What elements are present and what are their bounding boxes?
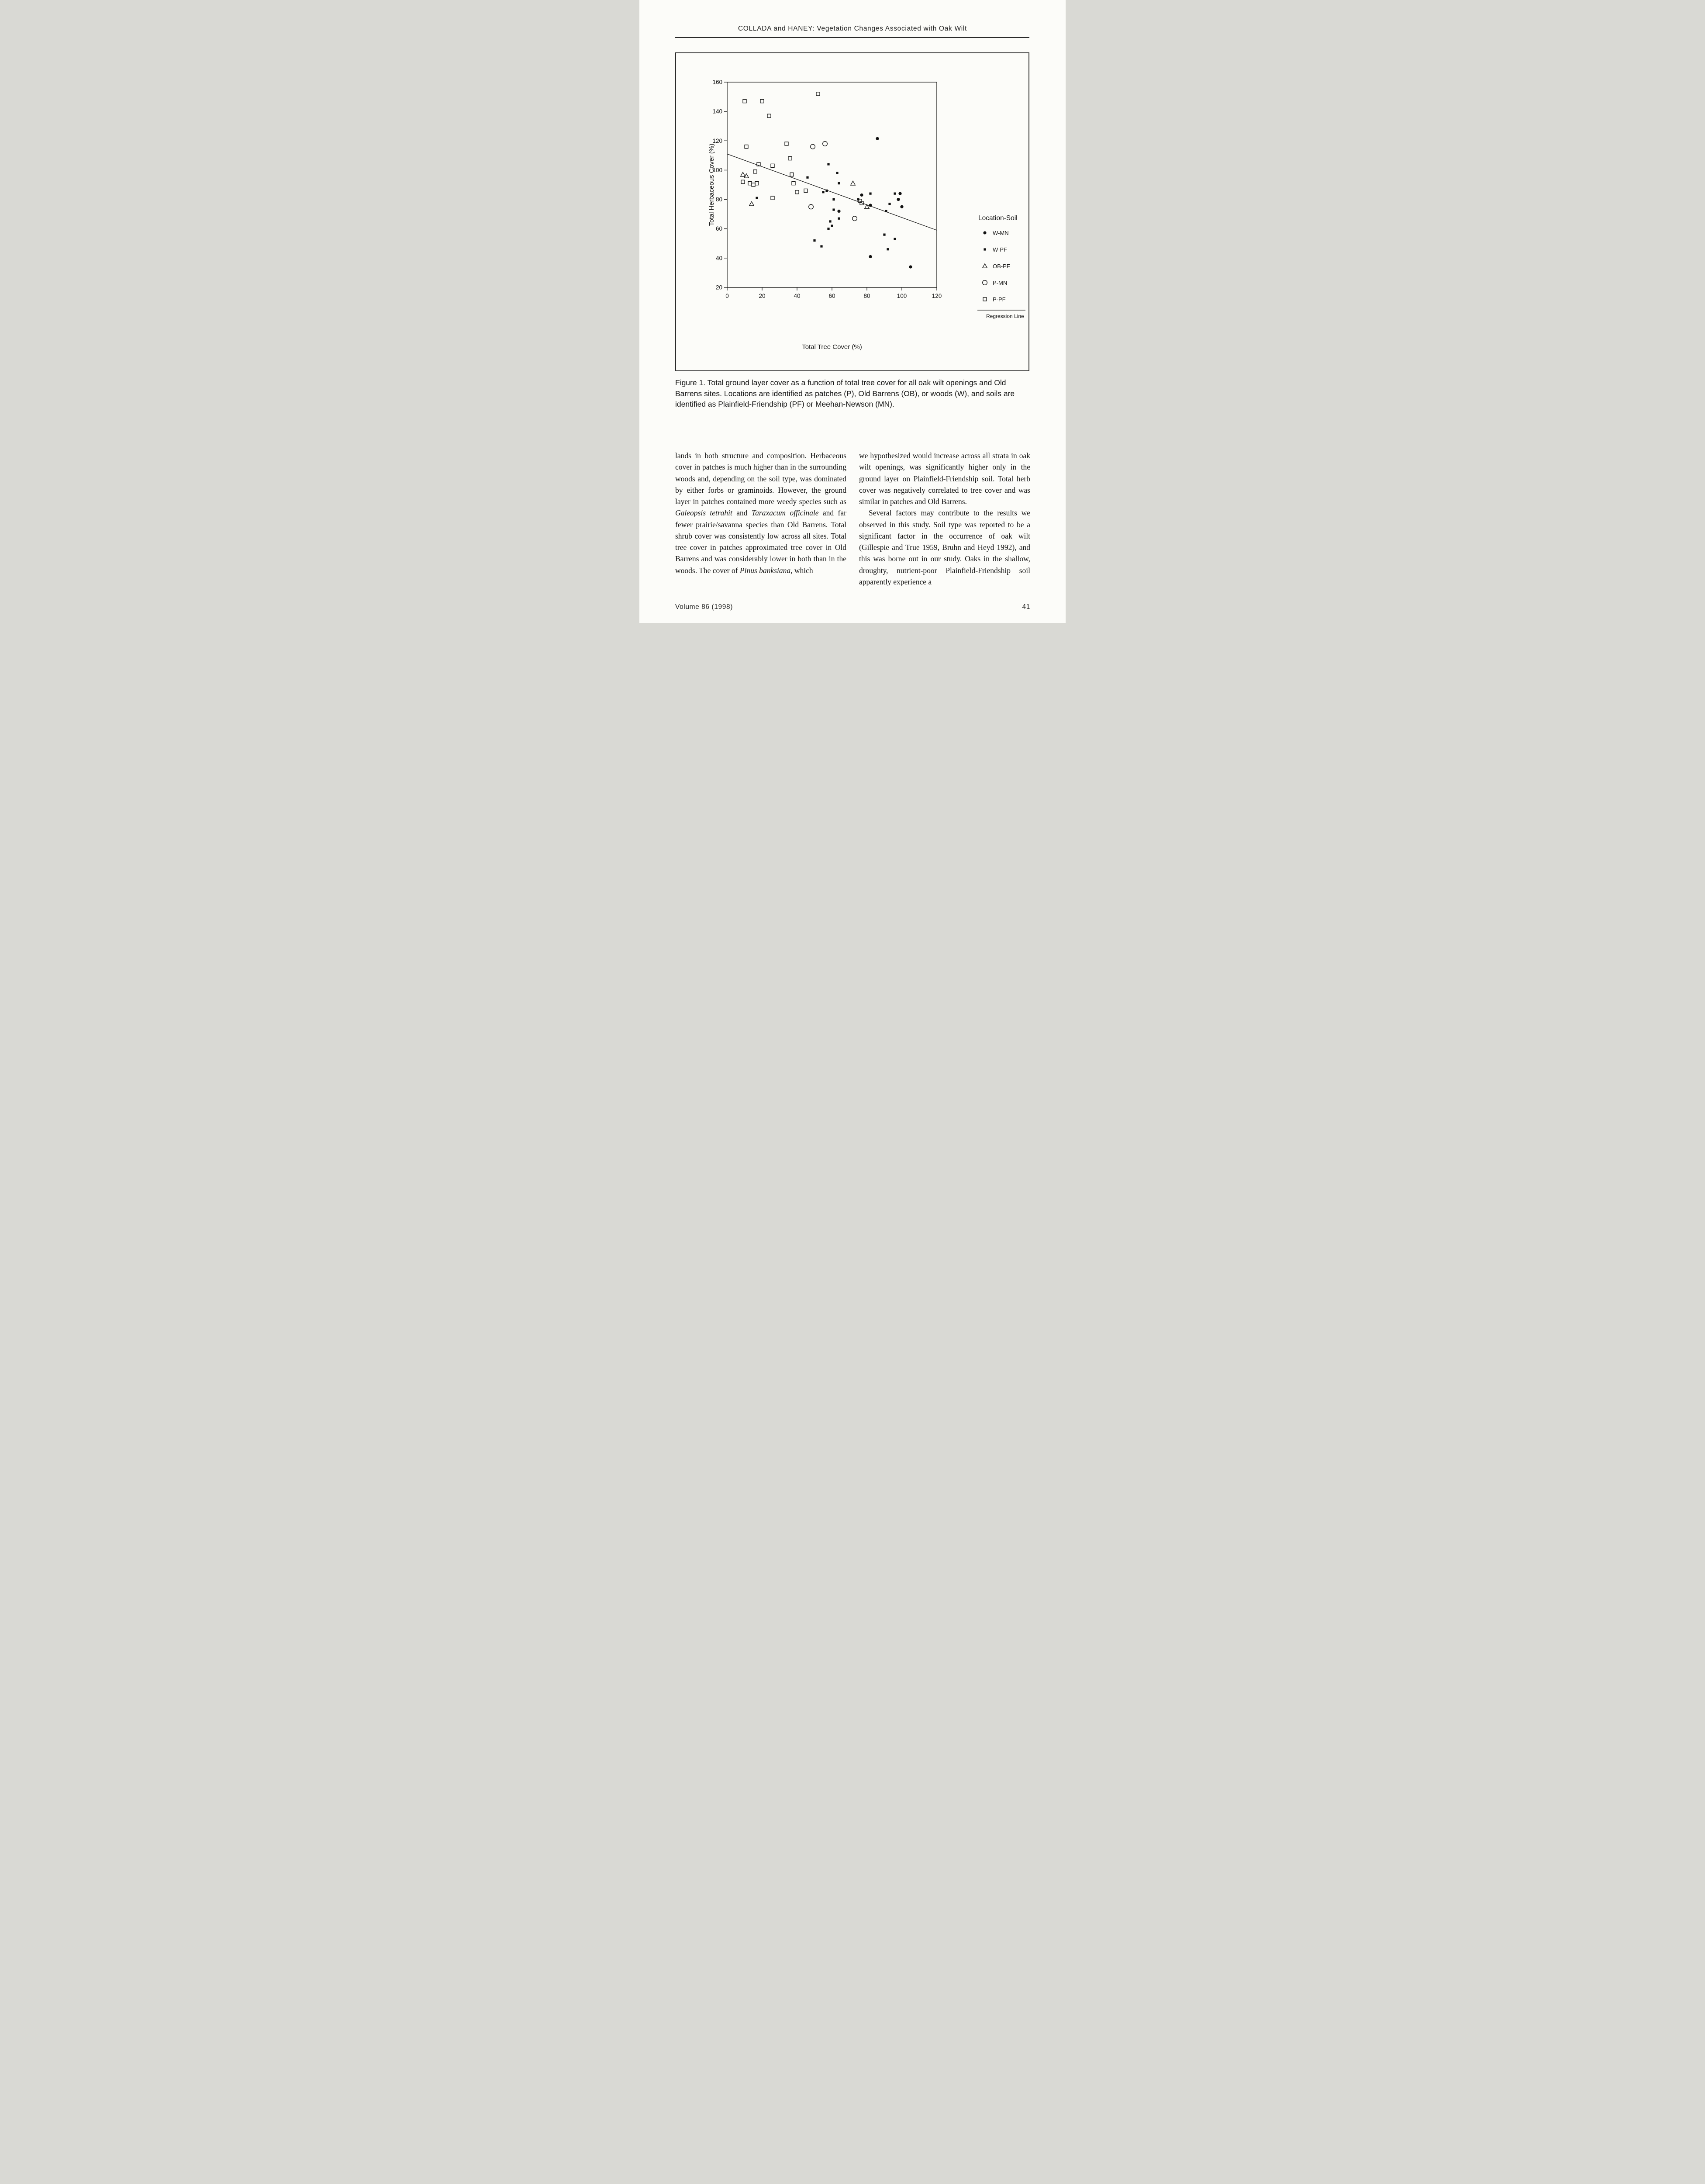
paragraph: Several factors may contribute to the re… xyxy=(859,507,1030,587)
svg-text:20: 20 xyxy=(716,284,722,291)
paragraph: lands in both structure and composition.… xyxy=(675,450,846,576)
column-left: lands in both structure and composition.… xyxy=(675,450,846,587)
body-text: and far fewer prairie/savanna species th… xyxy=(675,508,846,575)
footer-volume: Volume 86 (1998) xyxy=(675,603,733,611)
legend: Location-Soil W-MN W-PF OB-PF P-MN P-PF Regres… xyxy=(977,214,1025,319)
svg-text:80: 80 xyxy=(716,196,722,203)
page-footer: Volume 86 (1998) 41 xyxy=(675,603,1030,611)
svg-text:80: 80 xyxy=(863,293,870,299)
svg-text:140: 140 xyxy=(712,108,722,115)
regression-line xyxy=(727,153,937,231)
svg-text:120: 120 xyxy=(932,293,942,299)
svg-text:W-PF: W-PF xyxy=(993,246,1007,253)
svg-text:100: 100 xyxy=(712,167,722,173)
svg-text:P-MN: P-MN xyxy=(993,280,1007,286)
species-name: Taraxacum officinale xyxy=(751,508,819,518)
figure-chart-svg: 0 20 40 60 80 100 12020406080100120140160Total… xyxy=(708,79,1025,351)
body-text: lands in both structure and composition.… xyxy=(675,451,846,506)
header-divider xyxy=(675,37,1029,38)
footer-page-number: 41 xyxy=(1022,603,1030,611)
svg-text:W-MN: W-MN xyxy=(993,230,1009,236)
paragraph: we hypothesized would increase across al… xyxy=(859,450,1030,507)
svg-text:20: 20 xyxy=(759,293,765,299)
svg-text:40: 40 xyxy=(794,293,800,299)
body-text: we hypothesized would increase across al… xyxy=(859,451,1030,506)
svg-text:Regression Line: Regression Line xyxy=(986,313,1024,319)
svg-text:60: 60 xyxy=(716,225,722,232)
body-text: which xyxy=(792,566,813,575)
body-text: and xyxy=(732,508,752,518)
figure-caption: Figure 1. Total ground layer cover as a … xyxy=(675,378,1015,408)
y-axis-title: Total Herbaceous Cover (%) xyxy=(708,144,715,226)
svg-text:60: 60 xyxy=(828,293,835,299)
article-body: lands in both structure and composition.… xyxy=(675,450,1030,587)
svg-text:100: 100 xyxy=(897,293,907,299)
running-header: COLLADA and HANEY: Vegetation Changes As… xyxy=(738,25,967,32)
series-W-PF xyxy=(756,163,896,251)
series-P-PF xyxy=(741,92,864,205)
series-W-MN xyxy=(837,137,912,269)
body-text: Several factors may contribute to the re… xyxy=(859,508,1030,586)
figure-panel: 0 20 40 60 80 100 120 20 40 60 80 100 120 140 160 Total… xyxy=(675,52,1029,371)
svg-text:160: 160 xyxy=(712,79,722,86)
x-axis-title: Total Tree Cover (%) xyxy=(802,343,862,351)
series-P-MN xyxy=(808,141,857,221)
svg-text:40: 40 xyxy=(716,255,722,261)
species-name: Galeopsis tetrahit xyxy=(675,508,732,518)
series-OB-PF xyxy=(740,171,870,209)
svg-text:P-PF: P-PF xyxy=(993,296,1006,303)
svg-text:120: 120 xyxy=(712,138,722,144)
svg-text:0: 0 xyxy=(725,293,729,299)
column-right: we hypothesized would increase across al… xyxy=(859,450,1030,587)
legend-title: Location-Soil xyxy=(978,214,1018,222)
svg-text:OB-PF: OB-PF xyxy=(993,263,1010,270)
species-name: Pinus banksiana, xyxy=(739,566,793,575)
